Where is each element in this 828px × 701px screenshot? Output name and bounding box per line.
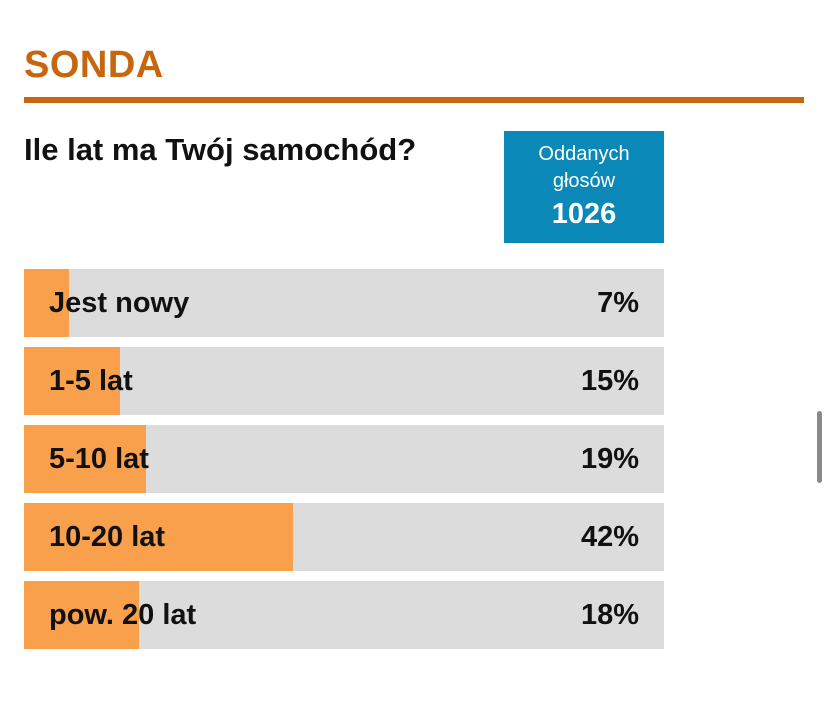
header-divider [24,97,804,103]
option-result-bar [24,347,120,415]
votes-counter-box: Oddanych głosów 1026 [504,131,664,243]
option-result-bar [24,503,293,571]
poll-question: Ile lat ma Twój samochód? [24,132,417,167]
option-percent: 7% [597,287,639,319]
option-result-bar [24,581,140,649]
poll-option-10-20-lat[interactable]: 10-20 lat 42% [24,503,664,571]
option-label: 1-5 lat [49,365,133,397]
option-percent: 19% [580,443,639,475]
option-percent: 42% [580,521,639,553]
poll-header-title: SONDA [24,44,164,86]
poll-option-jest-nowy[interactable]: Jest nowy 7% [24,269,664,337]
option-label: 10-20 lat [49,521,166,553]
votes-count: 1026 [551,198,617,230]
option-result-bar [24,269,69,337]
option-percent: 15% [580,365,639,397]
votes-label: Oddanych głosów [538,143,630,192]
poll-option-pow-20-lat[interactable]: pow. 20 lat 18% [24,581,664,649]
option-percent: 18% [580,599,639,631]
poll-option-5-10-lat[interactable]: 5-10 lat 19% [24,425,664,493]
option-label: pow. 20 lat [49,599,197,631]
option-label: Jest nowy [49,287,190,319]
option-label: 5-10 lat [49,443,149,475]
poll-option-1-5-lat[interactable]: 1-5 lat 15% [24,347,664,415]
vertical-scrollbar[interactable] [817,411,822,483]
option-result-bar [24,425,146,493]
poll-options: Jest nowy 7% 1-5 lat 15% 5-10 lat 19% 10… [24,269,664,659]
